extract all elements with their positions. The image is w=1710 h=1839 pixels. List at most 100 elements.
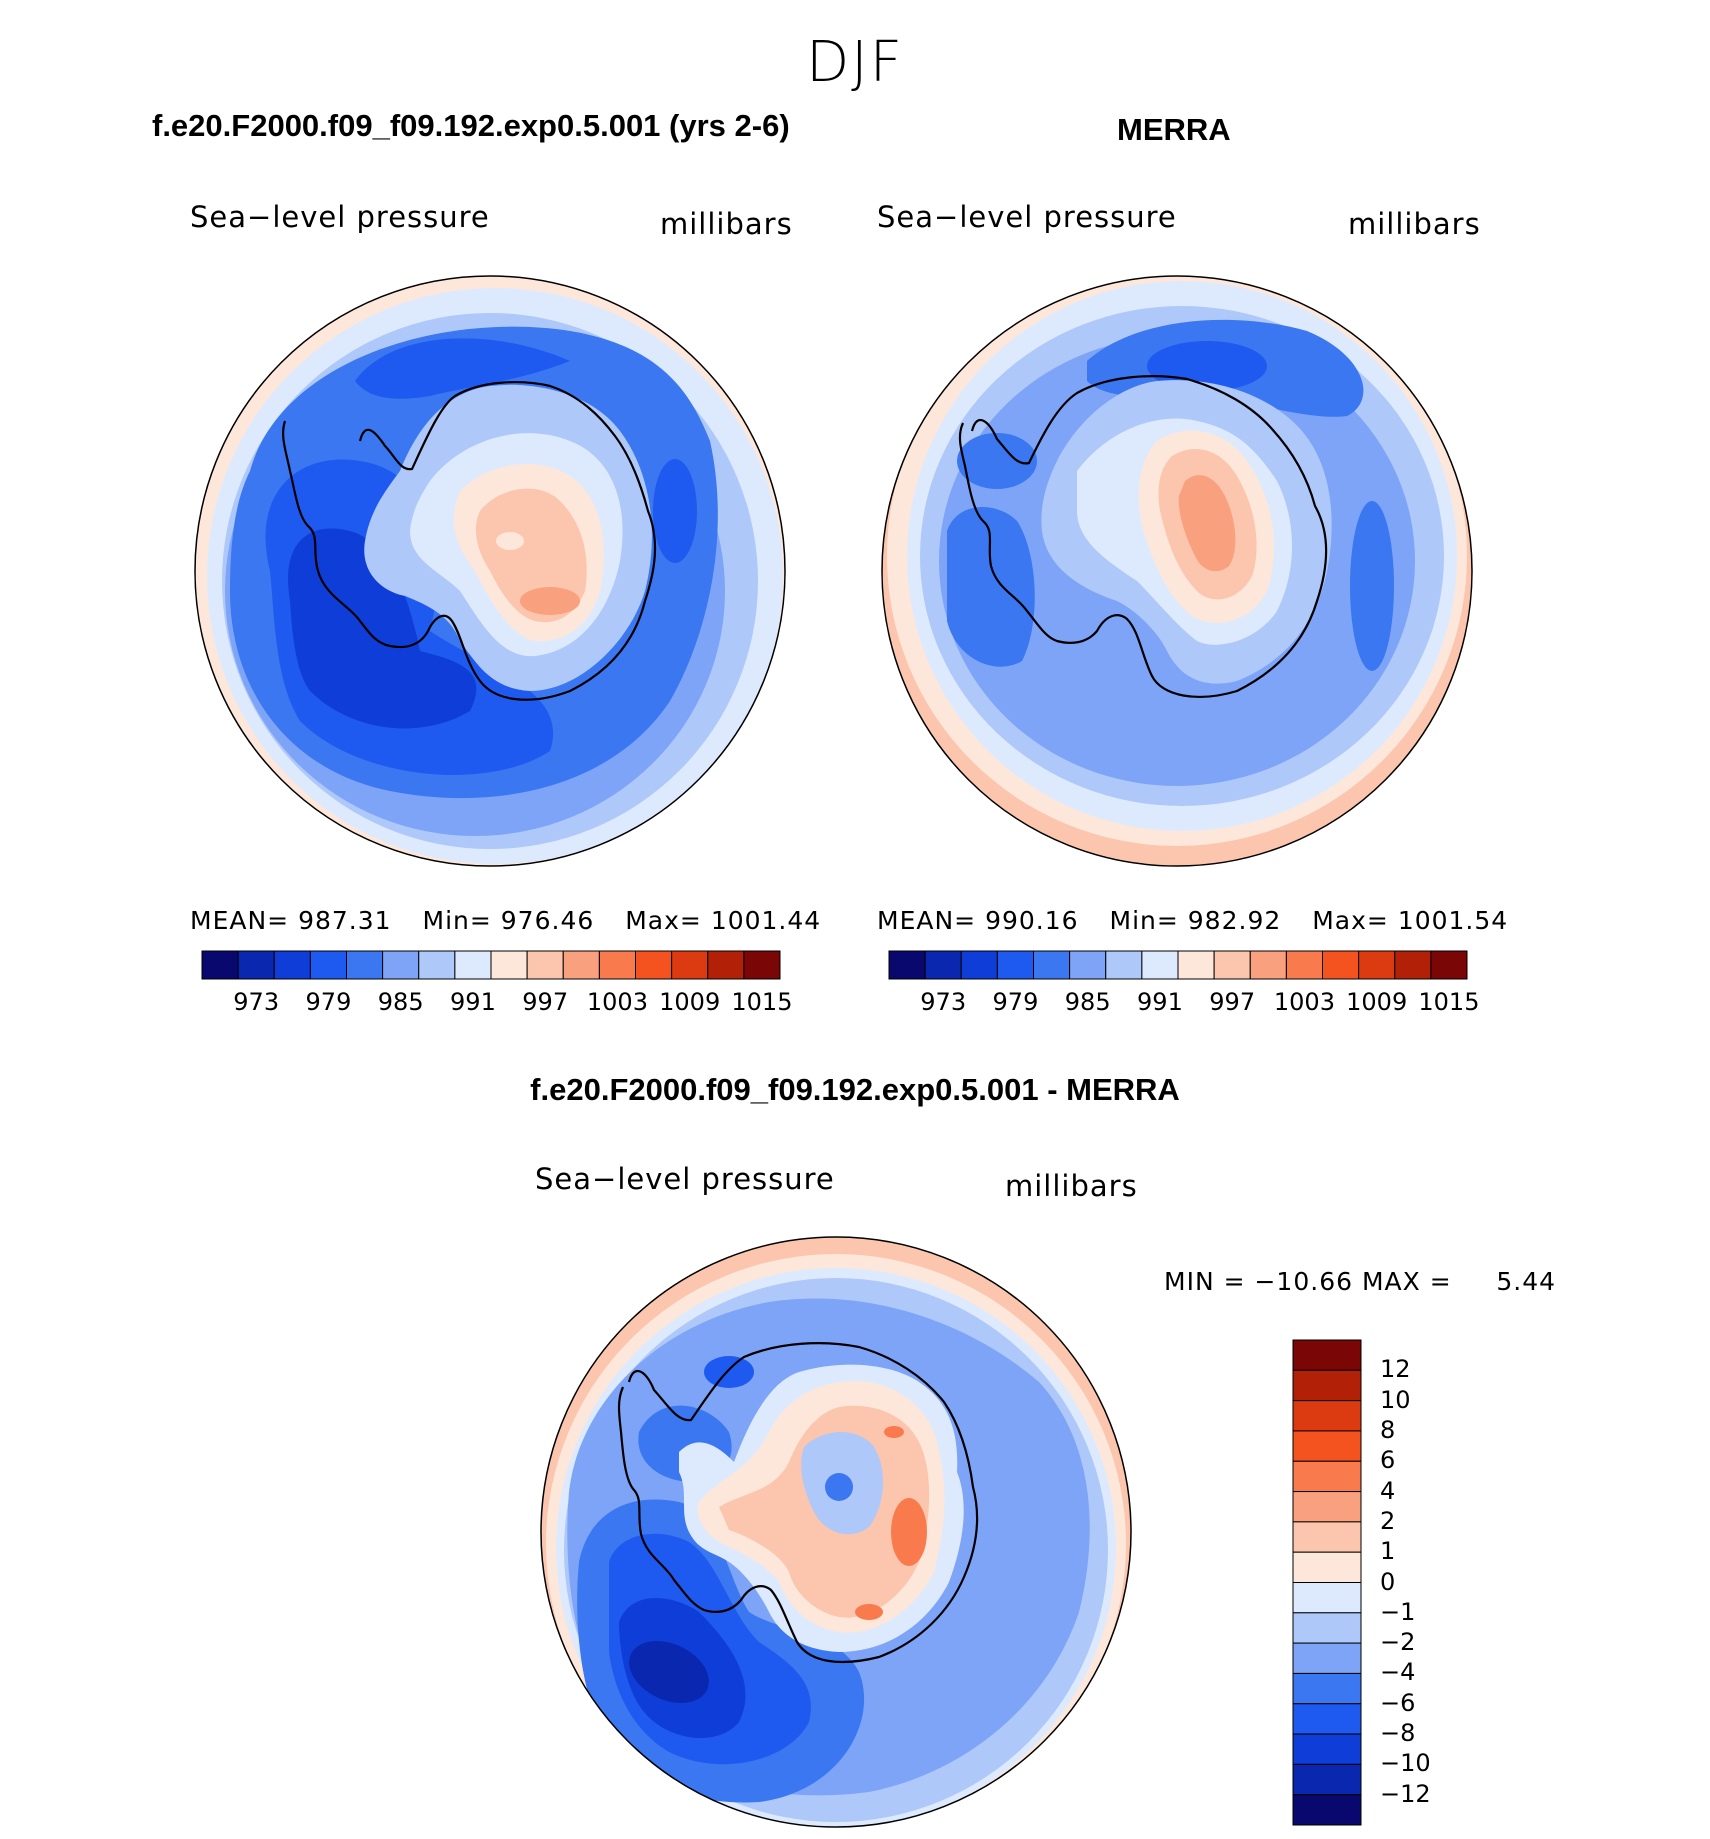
colorbar-tick-label: 12 bbox=[1380, 1355, 1411, 1384]
diff-colorbar-labels: 12 10 8 6 4 2 1 0 −1 −2 −4 −6 −8 −10 −12 bbox=[1380, 1340, 1460, 1825]
right-stats: MEAN= 990.16 Min= 982.92 Max= 1001.54 bbox=[877, 906, 1508, 935]
diff-map-border bbox=[540, 1236, 1132, 1828]
left-contour-band bbox=[355, 338, 570, 399]
colorbar-tick-label: 991 bbox=[450, 988, 496, 1016]
colorbar-swatch bbox=[1292, 1582, 1362, 1614]
colorbar-swatch bbox=[1177, 950, 1215, 980]
diff-polar-map bbox=[540, 1236, 1132, 1828]
left-map-border bbox=[194, 275, 786, 867]
left-variable-label: Sea−level pressure bbox=[190, 200, 490, 234]
left-min-label: Min= bbox=[422, 906, 492, 935]
colorbar-tick-label: 997 bbox=[1209, 988, 1256, 1016]
colorbar-swatch bbox=[1285, 950, 1323, 980]
colorbar-tick-label: 985 bbox=[1064, 988, 1111, 1016]
left-contour-band bbox=[496, 532, 524, 550]
right-contour-band bbox=[1350, 501, 1394, 671]
colorbar-tick-label: 1003 bbox=[586, 988, 648, 1016]
diff-units-label: millibars bbox=[1005, 1169, 1138, 1203]
right-coastline bbox=[958, 375, 1328, 698]
colorbar-swatch bbox=[1292, 1612, 1362, 1644]
colorbar-tick-label: 1015 bbox=[1418, 988, 1480, 1016]
colorbar-swatch bbox=[598, 950, 636, 980]
colorbar-swatch bbox=[1249, 950, 1287, 980]
colorbar-tick-label: 985 bbox=[377, 988, 424, 1016]
colorbar-tick-label: 10 bbox=[1380, 1385, 1411, 1414]
right-case-title: MERRA bbox=[1117, 112, 1231, 147]
right-contour-band bbox=[1178, 475, 1236, 572]
left-colorbar-labels: 973 979 985 991 997 1003 1009 1015 bbox=[202, 988, 792, 1018]
colorbar-tick-label: 997 bbox=[522, 988, 569, 1016]
left-contour-band bbox=[288, 528, 477, 729]
right-map-border bbox=[881, 275, 1473, 867]
colorbar-swatch bbox=[490, 950, 528, 980]
colorbar-tick-label: 0 bbox=[1380, 1567, 1396, 1596]
diff-contour-band bbox=[891, 1498, 927, 1566]
colorbar-swatch bbox=[237, 950, 275, 980]
colorbar-tick-label: 1009 bbox=[1346, 988, 1408, 1016]
right-mean-label: MEAN= bbox=[877, 906, 977, 935]
colorbar-swatch bbox=[1105, 950, 1143, 980]
left-units-label: millibars bbox=[660, 207, 793, 241]
colorbar-swatch bbox=[1430, 950, 1468, 980]
diff-contour-band bbox=[855, 1604, 883, 1620]
colorbar-swatch bbox=[1394, 950, 1432, 980]
colorbar-tick-label: −6 bbox=[1380, 1688, 1416, 1717]
colorbar-swatch bbox=[201, 950, 239, 980]
colorbar-swatch bbox=[1069, 950, 1107, 980]
colorbar-tick-label: 979 bbox=[305, 988, 352, 1016]
diff-coastline bbox=[617, 1342, 979, 1664]
colorbar-tick-label: 979 bbox=[992, 988, 1039, 1016]
diff-minmax: MIN = −10.66 MAX = 5.44 bbox=[1164, 1267, 1557, 1296]
colorbar-tick-label: 1 bbox=[1380, 1537, 1396, 1566]
diff-contour-band bbox=[629, 1641, 709, 1703]
colorbar-swatch bbox=[1292, 1430, 1362, 1462]
colorbar-swatch bbox=[418, 950, 456, 980]
left-mean-label: MEAN= bbox=[190, 906, 290, 935]
colorbar-tick-label: 1009 bbox=[659, 988, 721, 1016]
colorbar-swatch bbox=[1292, 1491, 1362, 1523]
colorbar-swatch bbox=[707, 950, 745, 980]
diff-contour-band bbox=[884, 1426, 904, 1438]
colorbar-swatch bbox=[1292, 1339, 1362, 1371]
colorbar-tick-label: 2 bbox=[1380, 1506, 1396, 1535]
colorbar-tick-label: 991 bbox=[1137, 988, 1183, 1016]
colorbar-swatch bbox=[1033, 950, 1071, 980]
right-min-value: 982.92 bbox=[1187, 906, 1282, 935]
right-colorbar-labels: 973 979 985 991 997 1003 1009 1015 bbox=[889, 988, 1479, 1018]
colorbar-swatch bbox=[454, 950, 492, 980]
colorbar-tick-label: 973 bbox=[920, 988, 967, 1016]
colorbar-swatch bbox=[1292, 1400, 1362, 1432]
left-colorbar bbox=[201, 950, 781, 980]
colorbar-swatch bbox=[1292, 1460, 1362, 1493]
colorbar-tick-label: 8 bbox=[1380, 1415, 1396, 1444]
colorbar-tick-label: −10 bbox=[1380, 1749, 1431, 1778]
colorbar-swatch bbox=[996, 950, 1034, 980]
left-max-value: 1001.44 bbox=[710, 906, 822, 935]
diff-case-title: f.e20.F2000.f09_f09.192.exp0.5.001 - MER… bbox=[530, 1072, 1180, 1107]
left-max-label: Max= bbox=[625, 906, 702, 935]
colorbar-swatch bbox=[1292, 1551, 1362, 1583]
right-variable-label: Sea−level pressure bbox=[877, 200, 1177, 234]
right-max-label: Max= bbox=[1312, 906, 1389, 935]
left-coastline bbox=[282, 381, 657, 701]
colorbar-swatch bbox=[635, 950, 673, 980]
right-contour-band bbox=[947, 507, 1035, 667]
left-stats: MEAN= 987.31 Min= 976.46 Max= 1001.44 bbox=[190, 906, 821, 935]
right-min-label: Min= bbox=[1109, 906, 1179, 935]
colorbar-tick-label: −1 bbox=[1380, 1597, 1416, 1626]
colorbar-swatch bbox=[1292, 1733, 1362, 1765]
colorbar-swatch bbox=[1292, 1672, 1362, 1705]
colorbar-swatch bbox=[960, 950, 998, 980]
colorbar-swatch bbox=[1292, 1642, 1362, 1674]
colorbar-swatch bbox=[346, 950, 384, 980]
left-contour-band bbox=[520, 587, 580, 615]
colorbar-tick-label: 6 bbox=[1380, 1446, 1396, 1475]
colorbar-swatch bbox=[562, 950, 600, 980]
colorbar-swatch bbox=[526, 950, 564, 980]
colorbar-tick-label: 1015 bbox=[731, 988, 793, 1016]
colorbar-swatch bbox=[1322, 950, 1360, 980]
left-contour-band bbox=[653, 459, 697, 563]
colorbar-swatch bbox=[743, 950, 781, 980]
colorbar-swatch bbox=[1292, 1763, 1362, 1796]
colorbar-swatch bbox=[1358, 950, 1396, 980]
